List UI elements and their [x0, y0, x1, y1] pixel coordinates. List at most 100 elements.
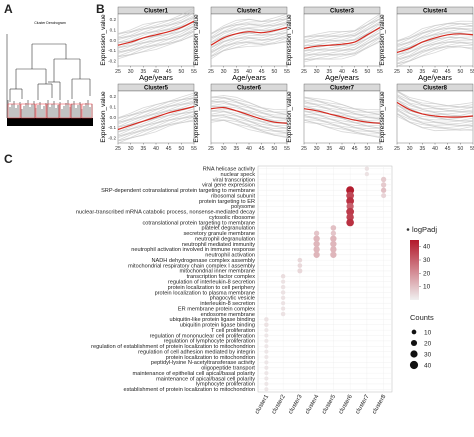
dendrogram-cluster-box	[70, 103, 82, 119]
x-tick-label: 25	[115, 146, 121, 150]
trend-background-line	[210, 34, 288, 53]
y-term-label: lymphocyte proliferation	[196, 382, 255, 388]
x-tick-label: 45	[166, 69, 172, 75]
dot	[380, 182, 387, 188]
y-term-label: cytosolic ribosome	[209, 215, 255, 221]
dot	[330, 240, 337, 248]
dot	[281, 301, 286, 306]
trend-background-line	[117, 100, 195, 123]
trend-background-line	[396, 20, 474, 42]
dot	[346, 218, 354, 227]
x-tick-label: 50	[271, 69, 277, 75]
x-category-label: cluster6	[338, 393, 354, 415]
y-tick-label: -0.1	[108, 48, 116, 53]
size-legend-title: Counts	[410, 313, 434, 322]
y-term-label: protein localization to cell periphery	[168, 285, 256, 291]
size-legend-label: 40	[424, 362, 432, 369]
trend-line	[396, 33, 474, 54]
trend-background-line	[303, 40, 381, 61]
x-tick-label: 50	[178, 69, 184, 75]
y-axis-label: Expression_value	[100, 14, 107, 66]
dot	[264, 371, 269, 376]
dendrogram-cluster-box	[46, 103, 60, 119]
dot	[264, 349, 269, 354]
dot	[346, 202, 354, 210]
size-legend: Counts 10 20 30 40	[409, 313, 434, 369]
x-tick-label: 25	[208, 69, 214, 75]
dot	[313, 251, 320, 258]
x-tick-label: 55	[284, 69, 290, 75]
x-tick-label: 35	[419, 69, 425, 75]
y-tick-label: 0.0	[110, 115, 117, 120]
dot	[264, 387, 269, 392]
trend-background-line	[303, 119, 381, 134]
trend-chart-4: Cluster4 25 30 35 40 45 50 55 Expression_value Ag…	[379, 6, 474, 82]
trend-background-line	[117, 14, 195, 39]
dotplot-frame	[257, 165, 393, 393]
trend-background-line	[396, 94, 474, 113]
trend-background-band	[396, 90, 474, 132]
y-term-label: platelet degranulation	[202, 226, 256, 232]
trend-background-line	[303, 36, 381, 60]
trend-background-line	[210, 114, 288, 132]
trend-background-line	[210, 103, 288, 120]
x-axis-label: Age/years	[139, 73, 173, 82]
y-term-label: ubiquitin-like protein ligase binding	[169, 317, 255, 323]
trend-background-line	[117, 7, 195, 35]
y-term-label: secretory granule membrane	[183, 231, 255, 237]
y-term-label: maintenance of epithelial cell apical/ba…	[132, 371, 255, 377]
y-tick-label: 0.0	[110, 38, 117, 43]
y-term-label: nuclear-transcribed mRNA catabolic proce…	[76, 210, 255, 216]
x-tick-label: 50	[457, 69, 463, 75]
dendrogram-cluster-box	[81, 103, 93, 119]
y-tick-label: 0.1	[110, 27, 117, 32]
x-axis-label: Age/years	[325, 73, 359, 82]
y-term-label: ribosomal subunit	[211, 193, 255, 199]
x-tick-label: 30	[407, 69, 413, 75]
trend-background-band	[303, 13, 381, 63]
y-term-label: NADH dehydrogenase complex assembly	[151, 258, 255, 264]
y-term-label: regulation of establishment of protein l…	[91, 344, 255, 350]
dot	[346, 213, 354, 221]
trend-background-line	[303, 13, 381, 38]
dot	[264, 317, 269, 322]
y-term-label: ER membrane protein complex	[178, 306, 255, 312]
trend-chart-title: Cluster7	[330, 86, 355, 92]
x-tick-label: 45	[166, 146, 172, 150]
trend-background-line	[117, 16, 195, 43]
x-tick-label: 30	[314, 69, 320, 75]
y-axis-label: Expression_value	[193, 14, 200, 66]
y-term-label: SRP-dependent cotranslational protein ta…	[101, 188, 255, 194]
y-axis-label: Expression_value	[286, 14, 293, 66]
y-term-label: regulation of interleukin-8 secretion	[168, 279, 255, 285]
x-tick-label: 35	[140, 146, 146, 150]
trend-background-line	[117, 115, 195, 141]
y-term-label: regulation of lymphocyte proliferation	[164, 339, 255, 345]
y-term-label: RNA helicase activity	[203, 166, 255, 172]
dot	[313, 240, 320, 248]
size-legend-dot	[410, 339, 418, 347]
y-term-label: endosome membrane	[201, 312, 255, 318]
dendrogram-cluster-box	[35, 103, 47, 119]
trend-background-line	[303, 114, 381, 132]
trend-chart-title: Cluster6	[237, 86, 262, 92]
dot	[280, 295, 286, 300]
trend-background-line	[117, 119, 195, 142]
dot	[313, 246, 320, 253]
dot	[346, 186, 355, 195]
x-tick-label: 50	[457, 146, 463, 150]
dot	[330, 235, 337, 242]
trend-background-line	[117, 30, 195, 57]
dot	[264, 360, 269, 365]
trend-background-band	[303, 96, 381, 139]
dot	[264, 333, 269, 338]
x-tick-label: 55	[377, 146, 383, 150]
color-legend-bullet	[406, 228, 410, 231]
dot	[264, 381, 269, 386]
y-tick-label: 0.2	[110, 17, 117, 22]
dendrogram-cluster-box	[59, 103, 71, 119]
